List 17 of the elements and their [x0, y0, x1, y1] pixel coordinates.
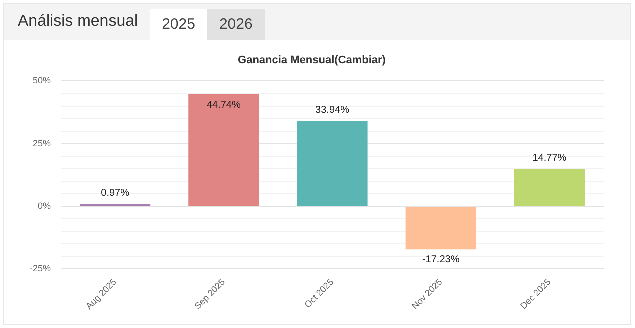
y-tick-label: 50% [32, 76, 52, 86]
text: 2026 [207, 9, 265, 40]
y-tick-label: -25% [30, 264, 52, 274]
bar [514, 169, 585, 206]
data-label: 0.97% [101, 188, 130, 199]
y-tick-label: 0% [38, 200, 52, 211]
bar [188, 94, 260, 206]
text: Análisis mensual [17, 12, 140, 32]
data-label: -17.23% [422, 254, 460, 266]
y-tick-label: 25% [32, 138, 52, 148]
data-label: 14.77% [532, 153, 567, 164]
bar [297, 121, 368, 206]
bar [406, 206, 476, 250]
data-label: 44.74% [206, 100, 241, 112]
text: 2025 [150, 9, 208, 40]
chart-title: Ganancia Mensual(Cambiar) [238, 54, 386, 67]
data-label: 33.94% [316, 105, 350, 116]
